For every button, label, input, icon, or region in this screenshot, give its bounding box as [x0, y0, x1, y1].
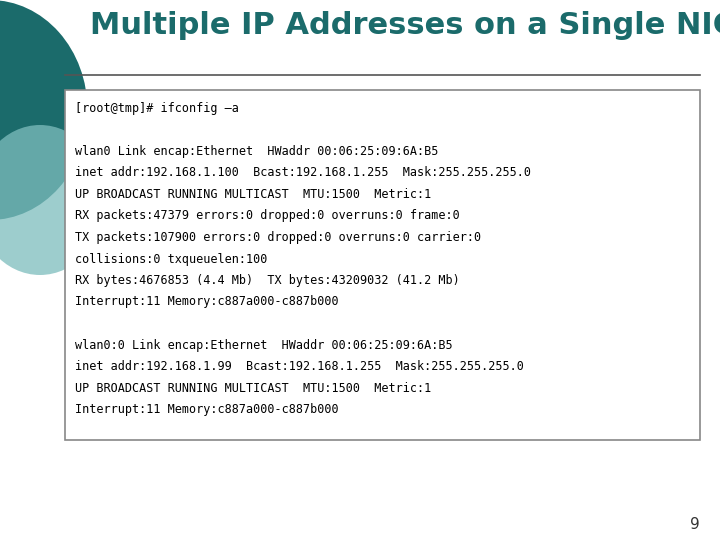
Text: TX packets:107900 errors:0 dropped:0 overruns:0 carrier:0: TX packets:107900 errors:0 dropped:0 ove…: [75, 231, 481, 244]
Text: UP BROADCAST RUNNING MULTICAST  MTU:1500  Metric:1: UP BROADCAST RUNNING MULTICAST MTU:1500 …: [75, 188, 431, 201]
Text: Multiple IP Addresses on a Single NIC(1): Multiple IP Addresses on a Single NIC(1): [90, 11, 720, 40]
Ellipse shape: [0, 125, 105, 275]
Text: inet addr:192.168.1.99  Bcast:192.168.1.255  Mask:255.255.255.0: inet addr:192.168.1.99 Bcast:192.168.1.2…: [75, 360, 524, 373]
Text: wlan0:0 Link encap:Ethernet  HWaddr 00:06:25:09:6A:B5: wlan0:0 Link encap:Ethernet HWaddr 00:06…: [75, 339, 453, 352]
FancyBboxPatch shape: [65, 90, 700, 440]
Text: UP BROADCAST RUNNING MULTICAST  MTU:1500  Metric:1: UP BROADCAST RUNNING MULTICAST MTU:1500 …: [75, 381, 431, 395]
Text: Interrupt:11 Memory:c887a000-c887b000: Interrupt:11 Memory:c887a000-c887b000: [75, 295, 338, 308]
Text: 9: 9: [690, 517, 700, 532]
Text: wlan0 Link encap:Ethernet  HWaddr 00:06:25:09:6A:B5: wlan0 Link encap:Ethernet HWaddr 00:06:2…: [75, 145, 438, 158]
Ellipse shape: [0, 0, 88, 220]
Text: inet addr:192.168.1.100  Bcast:192.168.1.255  Mask:255.255.255.0: inet addr:192.168.1.100 Bcast:192.168.1.…: [75, 166, 531, 179]
Text: Interrupt:11 Memory:c887a000-c887b000: Interrupt:11 Memory:c887a000-c887b000: [75, 403, 338, 416]
Text: collisions:0 txqueuelen:100: collisions:0 txqueuelen:100: [75, 253, 267, 266]
Text: [root@tmp]# ifconfig –a: [root@tmp]# ifconfig –a: [75, 102, 239, 115]
Text: RX packets:47379 errors:0 dropped:0 overruns:0 frame:0: RX packets:47379 errors:0 dropped:0 over…: [75, 210, 460, 222]
Text: RX bytes:4676853 (4.4 Mb)  TX bytes:43209032 (41.2 Mb): RX bytes:4676853 (4.4 Mb) TX bytes:43209…: [75, 274, 460, 287]
